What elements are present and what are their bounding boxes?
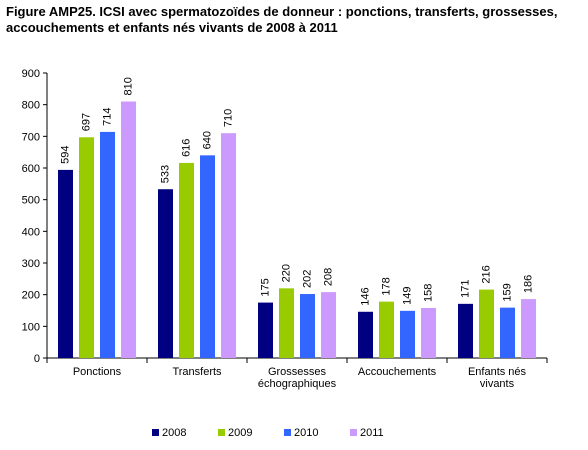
y-tick-label: 0 <box>34 353 40 365</box>
data-label: 186 <box>522 275 534 293</box>
y-tick-label: 600 <box>22 163 40 175</box>
bar <box>58 169 73 358</box>
data-label: 710 <box>222 109 234 127</box>
legend-swatch <box>284 429 291 436</box>
data-label: 616 <box>180 139 192 157</box>
bar <box>158 189 173 358</box>
legend: 2008 2009 2010 2011 <box>152 427 384 439</box>
x-axis <box>46 357 548 363</box>
category-label: Transferts <box>172 366 222 378</box>
data-label: 149 <box>401 286 413 304</box>
y-tick-label: 400 <box>22 226 40 238</box>
data-label: 714 <box>101 108 113 126</box>
category-label: Ponctions <box>73 366 122 378</box>
legend-label: 2008 <box>162 427 186 439</box>
category-label: Enfants nés vivants <box>468 366 527 390</box>
y-tick-label: 200 <box>22 290 40 302</box>
data-label: 175 <box>259 278 271 296</box>
bar <box>121 101 136 358</box>
data-label: 146 <box>359 287 371 305</box>
legend-swatch <box>350 429 357 436</box>
bar <box>421 307 436 358</box>
bar <box>500 307 515 358</box>
data-label: 810 <box>122 77 134 95</box>
legend-swatch <box>218 429 225 436</box>
data-labels: 594 697 714 810 533 616 640 710 175 220 202 208 146 1… <box>59 77 534 306</box>
data-label: 208 <box>322 268 334 286</box>
bar <box>479 289 494 358</box>
bar <box>300 294 315 358</box>
y-tick-label: 900 <box>22 68 40 80</box>
y-tick-label: 800 <box>22 100 40 112</box>
legend-label: 2010 <box>294 427 318 439</box>
bar <box>258 302 273 358</box>
bar <box>400 310 415 358</box>
bar <box>221 133 236 358</box>
y-tick-label: 100 <box>22 321 40 333</box>
bar <box>321 292 336 358</box>
bars <box>58 101 536 358</box>
data-label: 159 <box>501 283 513 301</box>
y-axis: 0 100 200 300 400 500 600 700 800 900 <box>22 68 48 365</box>
data-label: 158 <box>422 284 434 302</box>
bar <box>100 131 115 358</box>
y-tick-label: 700 <box>22 131 40 143</box>
bar <box>79 137 94 358</box>
category-label: Grossesses échographiques <box>258 366 337 390</box>
data-label: 220 <box>280 264 292 282</box>
data-label: 697 <box>80 113 92 131</box>
legend-label: 2009 <box>228 427 252 439</box>
y-tick-label: 500 <box>22 195 40 207</box>
data-label: 533 <box>159 165 171 183</box>
bar <box>279 288 294 358</box>
bar <box>521 299 536 358</box>
bar <box>458 303 473 358</box>
data-label: 640 <box>201 131 213 149</box>
bar <box>200 155 215 358</box>
category-labels: Ponctions Transferts Grossesses échographiq… <box>73 366 527 390</box>
chart-title: Figure AMP25. ICSI avec spermatozoïdes d… <box>6 4 558 35</box>
legend-label: 2011 <box>360 427 384 439</box>
data-label: 171 <box>459 279 471 297</box>
data-label: 594 <box>59 146 71 164</box>
bar <box>379 301 394 358</box>
legend-swatch <box>152 429 159 436</box>
data-label: 216 <box>480 265 492 283</box>
data-label: 202 <box>301 270 313 288</box>
category-label: Accouchements <box>358 366 437 378</box>
bar <box>179 162 194 358</box>
bar <box>358 311 373 358</box>
data-label: 178 <box>380 277 392 295</box>
y-tick-label: 300 <box>22 258 40 270</box>
